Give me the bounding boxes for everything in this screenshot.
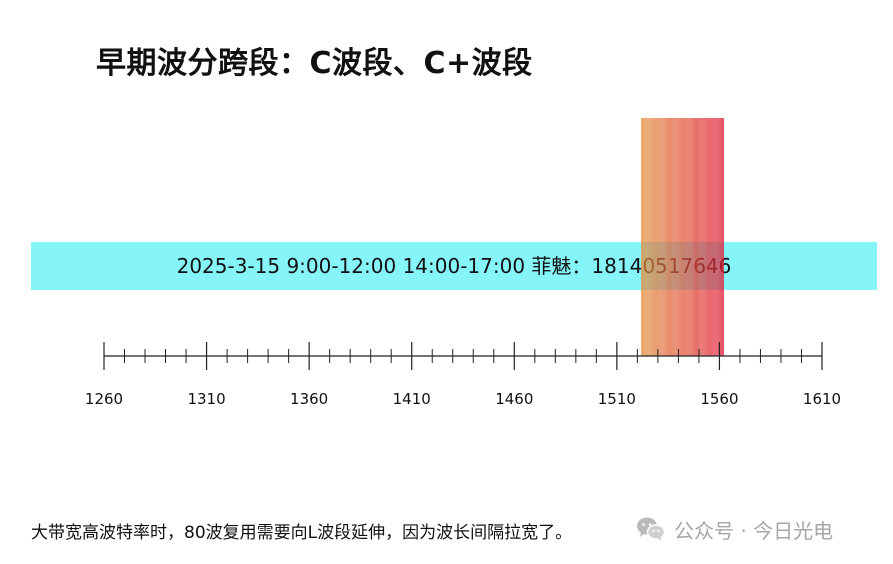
wavelength-axis: 1260 1310 1360 1410 1460 1510 1560 1610	[85, 342, 841, 408]
wechat-icon	[636, 516, 666, 542]
watermark-text: 公众号 · 今日光电	[674, 518, 834, 543]
page-title: 早期波分跨段：C波段、C+波段	[96, 46, 533, 81]
caption: 大带宽高波特率时，80波复用需要向L波段延伸，因为波长间隔拉宽了。	[31, 523, 573, 543]
channel-lines-group	[641, 118, 724, 356]
watermark: 公众号 · 今日光电	[636, 514, 833, 544]
tick-label: 1460	[495, 390, 533, 408]
tick-label: 1510	[598, 390, 636, 408]
info-banner: 2025-3-15 9:00-12:00 14:00-17:00 菲魅：1814…	[31, 242, 877, 290]
tick-label: 1310	[187, 390, 225, 408]
tick-label: 1410	[393, 390, 431, 408]
tick-label: 1260	[85, 390, 123, 408]
banner-text: 2025-3-15 9:00-12:00 14:00-17:00 菲魅：1814…	[176, 254, 732, 278]
tick-label: 1360	[290, 390, 328, 408]
tick-label: 1560	[700, 390, 738, 408]
tick-label: 1610	[803, 390, 841, 408]
